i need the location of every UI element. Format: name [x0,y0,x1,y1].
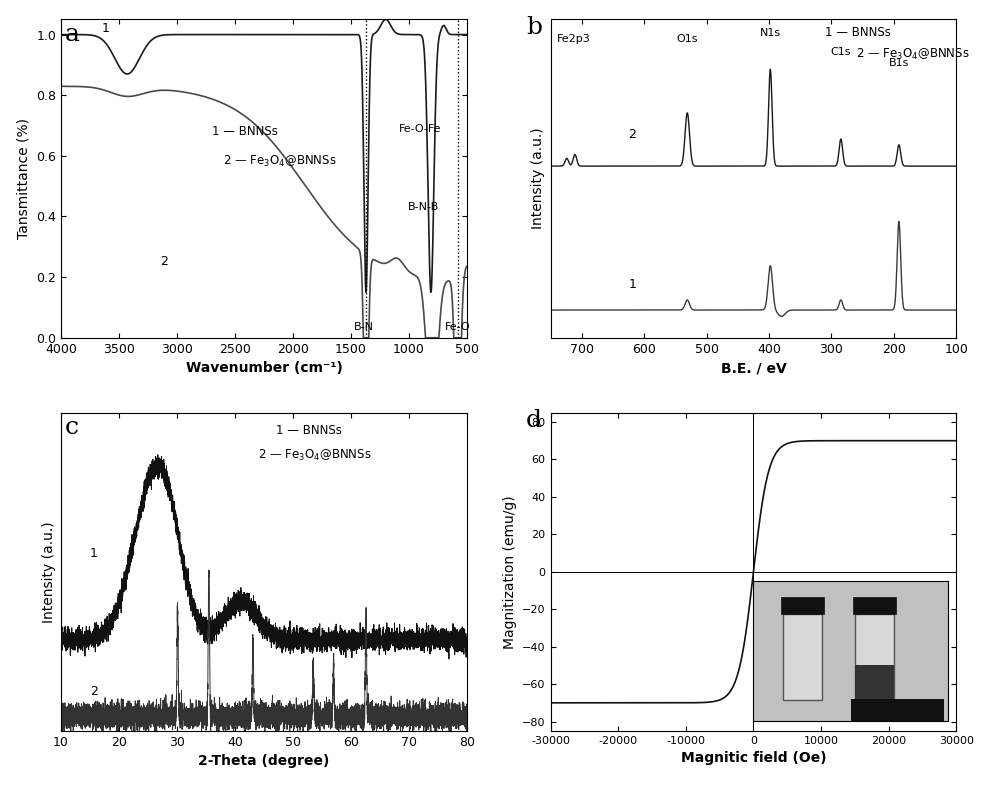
Text: Fe-O: Fe-O [445,322,471,332]
Text: O1s: O1s [677,34,698,43]
Text: d: d [526,410,542,433]
Text: 1: 1 [102,21,110,35]
Text: B-N-B: B-N-B [408,203,440,213]
Text: N1s: N1s [760,28,781,38]
X-axis label: B.E. / eV: B.E. / eV [721,361,786,375]
Y-axis label: Tansmittance (%): Tansmittance (%) [17,118,31,239]
Text: 2: 2 [629,129,636,141]
Text: 1 — BNNSs: 1 — BNNSs [212,125,278,137]
X-axis label: Wavenumber (cm⁻¹): Wavenumber (cm⁻¹) [186,361,342,375]
Text: 2: 2 [90,685,98,698]
Text: 1: 1 [629,278,636,291]
Text: c: c [65,416,79,439]
Text: 2 — Fe$_3$O$_4$@BNNSs: 2 — Fe$_3$O$_4$@BNNSs [258,448,372,463]
Text: 2: 2 [160,255,168,268]
X-axis label: Magnitic field (Oe): Magnitic field (Oe) [681,751,826,765]
Text: 2 — Fe$_3$O$_4$@BNNSs: 2 — Fe$_3$O$_4$@BNNSs [856,47,970,62]
Text: 1 — BNNSs: 1 — BNNSs [825,26,891,39]
Text: B-N: B-N [354,322,374,332]
Text: 1: 1 [90,547,98,560]
Y-axis label: Intensity (a.u.): Intensity (a.u.) [42,521,56,623]
X-axis label: 2-Theta (degree): 2-Theta (degree) [198,754,330,769]
Text: Fe2p3: Fe2p3 [557,34,591,43]
Text: 1 — BNNSs: 1 — BNNSs [276,424,341,436]
Y-axis label: Intensity (a.u.): Intensity (a.u.) [531,128,545,229]
Text: C1s: C1s [831,47,851,57]
Text: B1s: B1s [889,58,909,68]
Text: b: b [526,16,542,39]
Y-axis label: Magnitization (emu/g): Magnitization (emu/g) [503,495,517,648]
Text: 2 — Fe$_3$O$_4$@BNNSs: 2 — Fe$_3$O$_4$@BNNSs [223,154,337,169]
Text: a: a [65,23,80,46]
Text: Fe-O-Fe: Fe-O-Fe [399,123,442,133]
